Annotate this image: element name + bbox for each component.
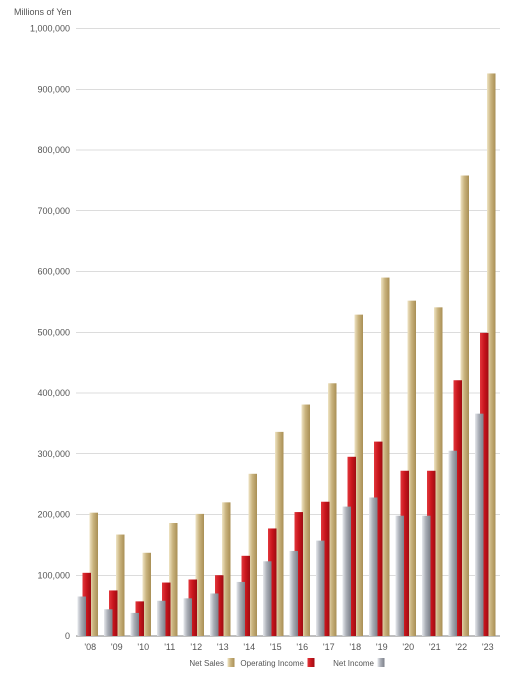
bar-net-sales — [222, 502, 231, 636]
x-tick-label: '14 — [243, 642, 255, 652]
bar-operating-income — [241, 555, 250, 636]
y-axis-label: Millions of Yen — [14, 7, 72, 17]
x-tick-label: '10 — [137, 642, 149, 652]
x-tick-label: '08 — [84, 642, 96, 652]
bar-operating-income — [135, 601, 144, 636]
x-tick-label: '18 — [349, 642, 361, 652]
bar-net-income — [130, 612, 139, 636]
bar-operating-income — [480, 332, 489, 636]
x-tick-label: '15 — [270, 642, 282, 652]
y-axis-ticks: 0 100,000 200,000 300,000 400,000 500,000 600,… — [30, 24, 70, 642]
bar-net-sales — [487, 73, 496, 636]
bar-net-income — [263, 561, 272, 636]
x-tick-label: '11 — [164, 642, 175, 652]
bar-net-income — [104, 609, 113, 636]
bar-net-income — [210, 593, 219, 636]
bar-operating-income — [294, 512, 303, 636]
bar-net-sales — [434, 307, 443, 636]
bar-net-sales — [407, 300, 416, 636]
bar-net-income — [369, 497, 378, 636]
bar-net-income — [77, 596, 86, 636]
x-tick-label: '17 — [323, 642, 335, 652]
y-tick-label: 500,000 — [37, 327, 70, 337]
bar-operating-income — [162, 582, 171, 636]
bar-net-income — [448, 450, 457, 636]
legend-label: Net Sales — [189, 659, 224, 668]
bar-operating-income — [188, 579, 197, 636]
y-tick-label: 400,000 — [37, 388, 70, 398]
y-tick-label: 900,000 — [37, 84, 70, 94]
y-tick-label: 300,000 — [37, 449, 70, 459]
legend-swatch — [377, 658, 385, 667]
x-axis-ticks: '08 '09 '10 '11 '12 '13 '14 '15 '16 '17 '18 '19 '20 '… — [84, 642, 493, 652]
bar-net-sales — [354, 314, 363, 636]
y-tick-label: 100,000 — [37, 570, 70, 580]
y-tick-label: 1,000,000 — [30, 24, 70, 34]
bar-net-sales — [169, 523, 178, 636]
bar-net-income — [183, 598, 192, 636]
bar-net-sales — [381, 277, 390, 636]
legend-label: Operating Income — [240, 659, 304, 668]
bar-net-income — [236, 581, 245, 636]
bar-net-sales — [460, 175, 469, 636]
bar-net-income — [342, 506, 351, 636]
bar-operating-income — [215, 575, 224, 636]
bar-operating-income — [82, 572, 91, 636]
bar-net-sales — [301, 404, 310, 636]
bar-net-sales — [248, 473, 257, 636]
bar-operating-income — [268, 528, 277, 636]
x-tick-label: '13 — [217, 642, 229, 652]
x-tick-label: '23 — [482, 642, 494, 652]
bar-net-income — [422, 515, 431, 636]
x-tick-label: '21 — [429, 642, 441, 652]
legend-swatch — [307, 658, 315, 667]
y-tick-label: 700,000 — [37, 206, 70, 216]
legend: Net Sales Operating Income Net Income — [189, 658, 385, 668]
bar-net-sales — [195, 513, 204, 636]
bar-net-income — [316, 540, 325, 636]
bar-net-sales — [328, 383, 337, 636]
x-tick-label: '19 — [376, 642, 388, 652]
y-tick-label: 600,000 — [37, 267, 70, 277]
bar-net-sales — [142, 552, 151, 636]
x-tick-label: '20 — [402, 642, 414, 652]
bars — [77, 73, 496, 636]
legend-label: Net Income — [333, 659, 374, 668]
x-tick-label: '09 — [111, 642, 123, 652]
legend-swatch — [227, 658, 235, 667]
bar-net-sales — [275, 431, 284, 636]
x-tick-label: '12 — [190, 642, 202, 652]
bar-net-income — [475, 413, 484, 636]
bar-net-sales — [116, 534, 125, 636]
bar-operating-income — [400, 470, 409, 636]
bar-net-income — [157, 600, 166, 636]
bar-operating-income — [109, 590, 118, 636]
y-tick-label: 800,000 — [37, 145, 70, 155]
bar-net-income — [289, 550, 298, 636]
y-tick-label: 0 — [65, 631, 70, 641]
bar-operating-income — [374, 441, 383, 636]
bar-net-income — [395, 515, 404, 636]
bar-net-sales — [89, 512, 98, 636]
bar-operating-income — [427, 470, 436, 636]
bar-operating-income — [453, 380, 462, 636]
bar-operating-income — [347, 456, 356, 636]
y-tick-label: 200,000 — [37, 510, 70, 520]
x-tick-label: '16 — [296, 642, 308, 652]
bar-operating-income — [321, 501, 330, 636]
x-tick-label: '22 — [455, 642, 467, 652]
